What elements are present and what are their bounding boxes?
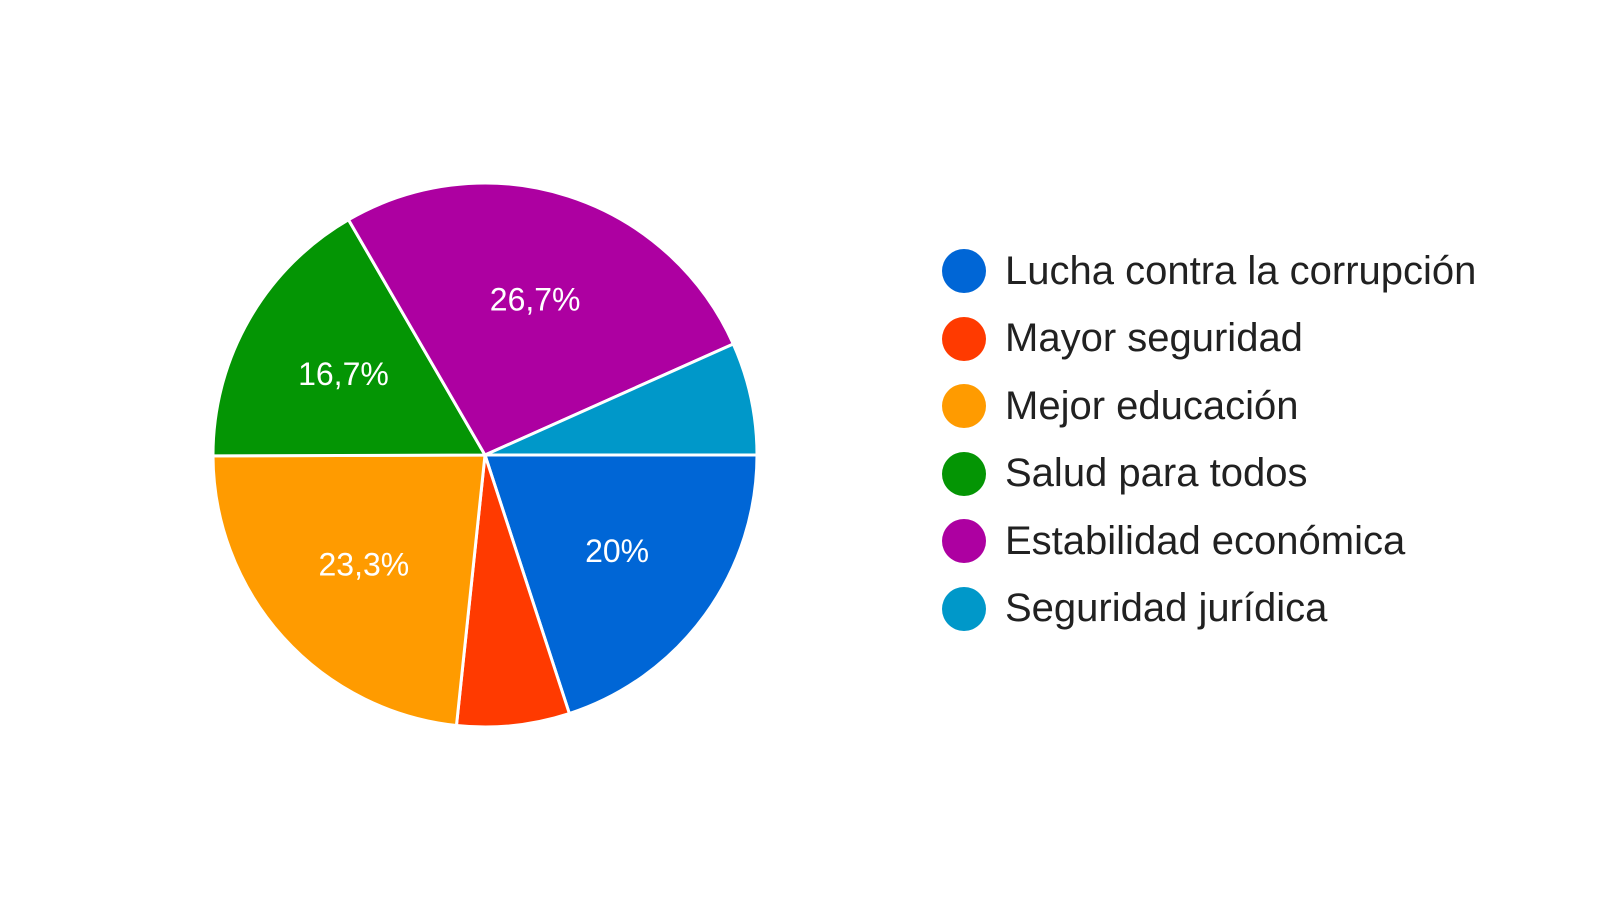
pie-slice-4 <box>211 218 487 458</box>
pie-slice-5 <box>347 181 735 457</box>
pie-data-label: 23,3% <box>319 546 410 582</box>
legend-label: Estabilidad económica <box>1005 518 1406 563</box>
pie-slice-3 <box>211 453 487 727</box>
chart-legend: Lucha contra la corrupción Mayor segurida… <box>942 248 1476 653</box>
legend-item: Mayor seguridad <box>942 316 1476 362</box>
legend-swatch <box>942 586 986 631</box>
legend-swatch <box>942 519 986 563</box>
pie-slice-6 <box>483 342 759 457</box>
legend-item: Estabilidad económica <box>942 518 1476 564</box>
legend-swatch <box>942 316 986 361</box>
pie-data-label: 20% <box>585 533 649 569</box>
legend-label: Lucha contra la corrupción <box>1005 248 1477 293</box>
legend-item: Seguridad jurídica <box>942 586 1476 632</box>
pie-slice-2 <box>454 453 571 729</box>
legend-item: Mejor educación <box>942 383 1476 429</box>
pie-data-labels: 20% 23,3% 16,7% 26,7% <box>298 282 649 583</box>
legend-swatch <box>942 249 986 293</box>
legend-item: Lucha contra la corrupción <box>942 248 1476 294</box>
pie-slices <box>211 181 759 729</box>
legend-item: Salud para todos <box>942 451 1476 497</box>
legend-label: Mayor seguridad <box>1005 316 1303 360</box>
legend-label: Mejor educación <box>1005 383 1299 428</box>
pie-data-label: 16,7% <box>298 356 389 392</box>
pie-slice-1 <box>483 453 759 716</box>
legend-swatch <box>942 384 986 428</box>
legend-label: Seguridad jurídica <box>1005 586 1328 630</box>
pie-data-label: 26,7% <box>490 282 581 318</box>
legend-label: Salud para todos <box>1005 451 1308 495</box>
legend-swatch <box>942 451 986 496</box>
